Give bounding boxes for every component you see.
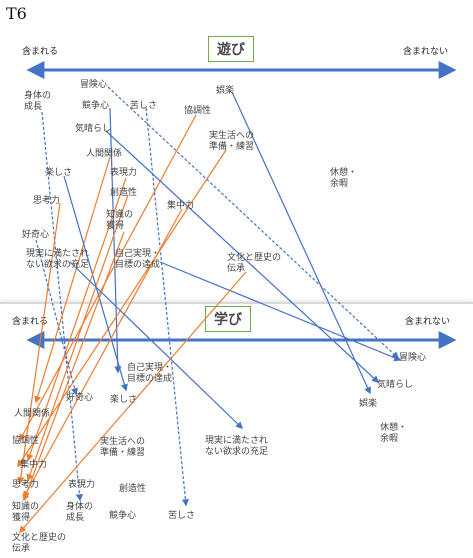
learning-node-kyochou: 協調性: [12, 436, 40, 446]
learning-node-kurushisa: 苦しさ: [168, 511, 196, 521]
learning-node-goraku: 娯楽: [359, 399, 378, 409]
learning-node-chishiki: 知識の 獲得: [12, 502, 40, 523]
learning-node-bunka: 文化と歴史の 伝承: [12, 533, 67, 554]
page-label: T6: [6, 4, 27, 23]
play-node-kokishin: 好奇心: [22, 230, 50, 240]
learning-node-kyukei: 休憩・ 余暇: [380, 423, 408, 444]
play-node-kyukei: 休憩・ 余暇: [330, 168, 358, 189]
learning-node-shuchu: 集中力: [20, 460, 48, 470]
learning-node-sozo: 創造性: [119, 484, 147, 494]
link-shuchu: [23, 208, 183, 499]
play-node-ningen: 人間関係: [86, 149, 123, 159]
link-jiko: [159, 261, 402, 362]
link-chishiki: [22, 231, 125, 502]
link-kyochou: [19, 114, 197, 442]
learning-node-genjitsu: 現実に満たされ ない欲求の充足: [205, 436, 269, 457]
link-bunka: [19, 271, 247, 534]
link-sozo: [26, 194, 129, 482]
learning-axis-left-label: 含まれる: [12, 317, 49, 327]
play-node-kyoso: 競争心: [82, 101, 110, 111]
play-title: 遊び: [208, 36, 254, 62]
play-node-shiko: 思考力: [33, 196, 61, 206]
learning-node-ningen: 人間関係: [14, 409, 51, 419]
play-node-chishiki: 知識の 獲得: [106, 210, 134, 231]
play-node-jisseikatsu: 実生活への 準備・練習: [209, 131, 255, 152]
learning-node-kokishin: 好奇心: [66, 393, 94, 403]
play-node-bunka: 文化と歴史の 伝承: [227, 253, 282, 274]
learning-node-kibarashi: 気晴らし: [377, 380, 414, 390]
link-kurushisa: [145, 107, 190, 507]
play-node-shuchu: 集中力: [167, 201, 195, 211]
link-kibarashi: [105, 130, 380, 383]
play-node-kyochou: 協調性: [184, 106, 212, 116]
play-axis-right-label: 含まれない: [403, 47, 449, 57]
play-node-goraku: 娯楽: [216, 86, 235, 96]
link-goraku: [231, 91, 371, 395]
play-node-tanoshisa: 楽しさ: [45, 168, 73, 178]
learning-node-shiko: 思考力: [12, 480, 40, 490]
play-node-shintai: 身体の 成長: [24, 91, 52, 112]
learning-node-kyoso: 競争心: [109, 511, 137, 521]
link-kokishin: [35, 239, 79, 396]
link-jisseikatsu: [17, 149, 227, 468]
link-tanoshisa: [63, 175, 128, 392]
play-node-jiko: 自己実現・ 目標の達成: [115, 249, 161, 270]
learning-node-jiko: 自己実現・ 目標の達成: [127, 363, 173, 384]
learning-axis-right-label: 含まれない: [405, 317, 451, 327]
learning-node-tanoshisa: 楽しさ: [110, 395, 138, 405]
play-node-hyogen: 表現力: [110, 168, 138, 178]
link-genjitsu: [69, 261, 244, 430]
play-node-kurushisa: 苦しさ: [130, 101, 158, 111]
link-ningen: [34, 156, 111, 404]
play-node-sozo: 創造性: [110, 188, 138, 198]
learning-node-hyogen: 表現力: [68, 480, 96, 490]
learning-node-boken: 冒険心: [399, 353, 427, 363]
play-node-kibarashi: 気晴らし: [75, 124, 112, 134]
link-shiko: [17, 202, 61, 485]
link-hyogen: [26, 177, 127, 462]
play-node-genjitsu: 現実に満たされ ない欲求の充足: [26, 249, 90, 270]
play-axis-left-label: 含まれる: [22, 47, 59, 57]
learning-node-jisseikatsu: 実生活への 準備・練習: [100, 437, 146, 458]
learning-node-shintai: 身体の 成長: [66, 502, 94, 523]
link-boken: [107, 86, 400, 359]
play-node-boken: 冒険心: [80, 80, 108, 90]
